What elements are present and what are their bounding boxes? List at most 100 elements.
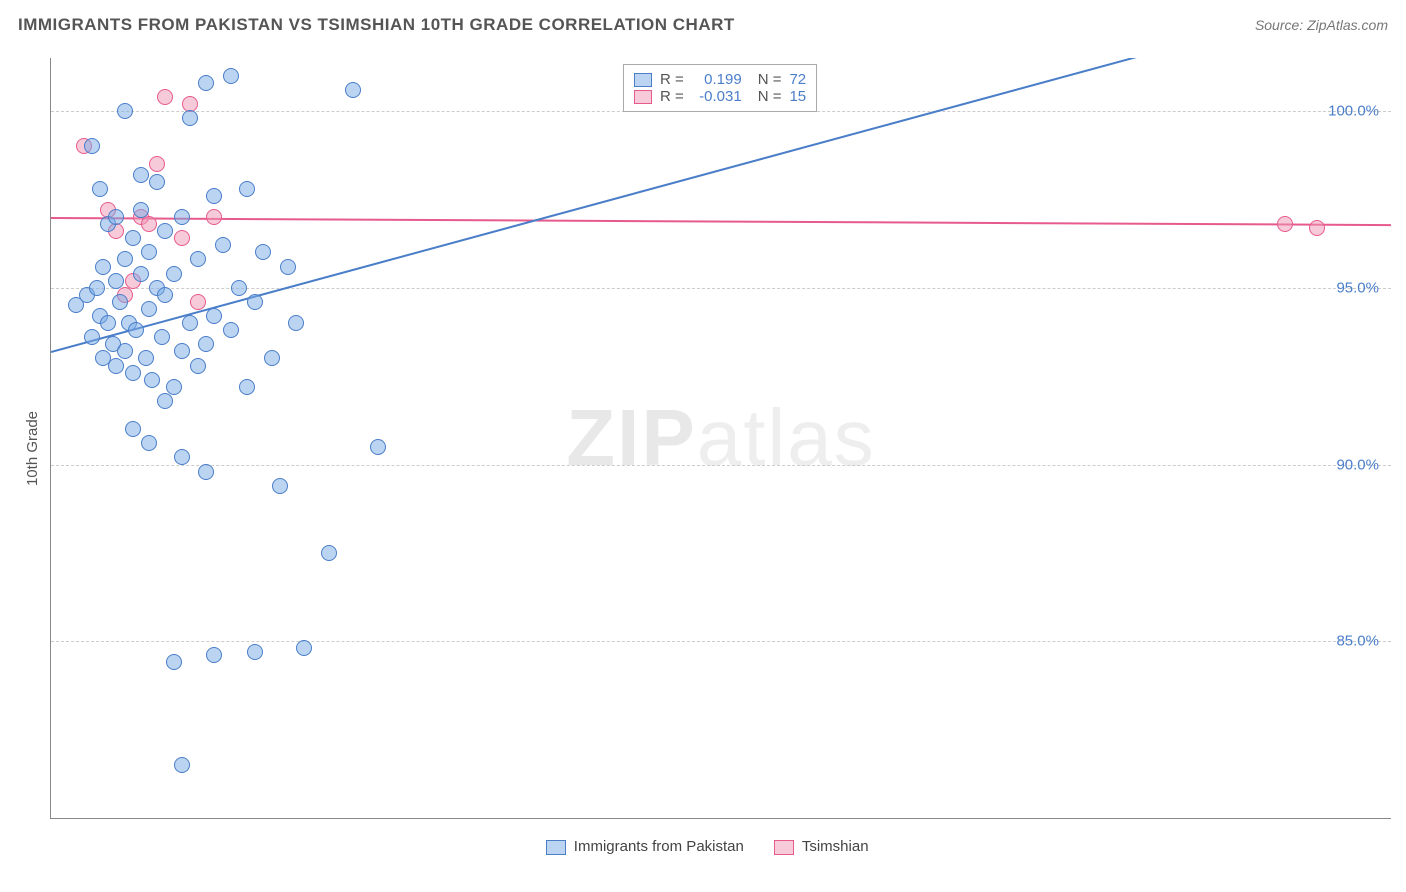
chart-header: IMMIGRANTS FROM PAKISTAN VS TSIMSHIAN 10… (0, 0, 1406, 50)
scatter-point (206, 647, 222, 663)
scatter-point (174, 449, 190, 465)
scatter-point (133, 266, 149, 282)
scatter-point (345, 82, 361, 98)
scatter-point (141, 301, 157, 317)
scatter-point (157, 223, 173, 239)
scatter-point (141, 244, 157, 260)
scatter-point (223, 322, 239, 338)
plot-area: ZIPatlas 85.0%90.0%95.0%100.0%0.0%80.0%R… (50, 58, 1391, 819)
scatter-point (154, 329, 170, 345)
scatter-point (112, 294, 128, 310)
chart-title: IMMIGRANTS FROM PAKISTAN VS TSIMSHIAN 10… (18, 15, 735, 35)
scatter-point (215, 237, 231, 253)
legend-swatch (634, 90, 652, 104)
scatter-point (247, 294, 263, 310)
x-tick-mark (1228, 818, 1229, 819)
trend-line (51, 217, 1391, 226)
y-tick-label: 85.0% (1336, 633, 1379, 650)
scatter-point (280, 259, 296, 275)
x-tick-mark (411, 818, 412, 819)
scatter-point (190, 294, 206, 310)
scatter-point (321, 545, 337, 561)
scatter-point (206, 209, 222, 225)
scatter-point (117, 251, 133, 267)
x-tick-mark (574, 818, 575, 819)
r-label: R = (660, 88, 684, 105)
scatter-point (128, 322, 144, 338)
scatter-point (141, 435, 157, 451)
y-tick-label: 95.0% (1336, 279, 1379, 296)
n-value: 72 (789, 71, 806, 88)
scatter-point (255, 244, 271, 260)
scatter-point (223, 68, 239, 84)
correlation-row: R =0.199N =72 (634, 71, 806, 88)
scatter-point (84, 329, 100, 345)
scatter-point (166, 266, 182, 282)
scatter-point (166, 654, 182, 670)
watermark-atlas: atlas (697, 393, 876, 482)
scatter-point (182, 315, 198, 331)
scatter-point (144, 372, 160, 388)
scatter-point (247, 644, 263, 660)
scatter-point (174, 230, 190, 246)
x-tick-mark (247, 818, 248, 819)
legend-label-b: Tsimshian (802, 838, 869, 855)
gridline (51, 465, 1391, 466)
legend-swatch-b (774, 840, 794, 855)
y-axis-label: 10th Grade (24, 411, 41, 486)
correlation-row: R = -0.031 N = 15 (634, 88, 806, 105)
x-tick-mark (737, 818, 738, 819)
scatter-point (231, 280, 247, 296)
correlation-legend: R =0.199N =72R =-0.031N =15 (623, 64, 817, 112)
x-tick-mark (1064, 818, 1065, 819)
scatter-point (198, 464, 214, 480)
x-tick-mark (901, 818, 902, 819)
scatter-point (239, 379, 255, 395)
y-tick-label: 90.0% (1336, 456, 1379, 473)
scatter-point (92, 181, 108, 197)
scatter-point (108, 273, 124, 289)
n-label: N = (758, 88, 782, 105)
scatter-point (157, 393, 173, 409)
scatter-point (157, 287, 173, 303)
scatter-point (239, 181, 255, 197)
scatter-point (190, 251, 206, 267)
scatter-point (190, 358, 206, 374)
n-label: N = (758, 71, 782, 88)
scatter-point (206, 188, 222, 204)
scatter-point (125, 365, 141, 381)
scatter-point (117, 103, 133, 119)
r-value: -0.031 (692, 88, 742, 105)
scatter-point (182, 110, 198, 126)
scatter-point (133, 167, 149, 183)
scatter-point (84, 138, 100, 154)
scatter-point (157, 89, 173, 105)
x-tick-mark (84, 818, 85, 819)
chart-source: Source: ZipAtlas.com (1255, 17, 1388, 33)
scatter-point (95, 259, 111, 275)
scatter-point (108, 358, 124, 374)
scatter-point (149, 174, 165, 190)
scatter-point (125, 230, 141, 246)
scatter-point (1277, 216, 1293, 232)
scatter-point (100, 315, 116, 331)
scatter-point (138, 350, 154, 366)
scatter-point (89, 280, 105, 296)
scatter-point (198, 75, 214, 91)
n-value: 15 (789, 88, 806, 105)
scatter-point (264, 350, 280, 366)
scatter-point (198, 336, 214, 352)
scatter-point (174, 757, 190, 773)
scatter-point (133, 202, 149, 218)
r-label: R = (660, 71, 684, 88)
watermark-zip: ZIP (566, 393, 696, 482)
scatter-point (1309, 220, 1325, 236)
scatter-point (117, 343, 133, 359)
scatter-point (125, 421, 141, 437)
scatter-point (206, 308, 222, 324)
scatter-point (370, 439, 386, 455)
scatter-point (149, 156, 165, 172)
series-legend: Immigrants from Pakistan Tsimshian (546, 838, 869, 855)
scatter-point (288, 315, 304, 331)
gridline (51, 288, 1391, 289)
